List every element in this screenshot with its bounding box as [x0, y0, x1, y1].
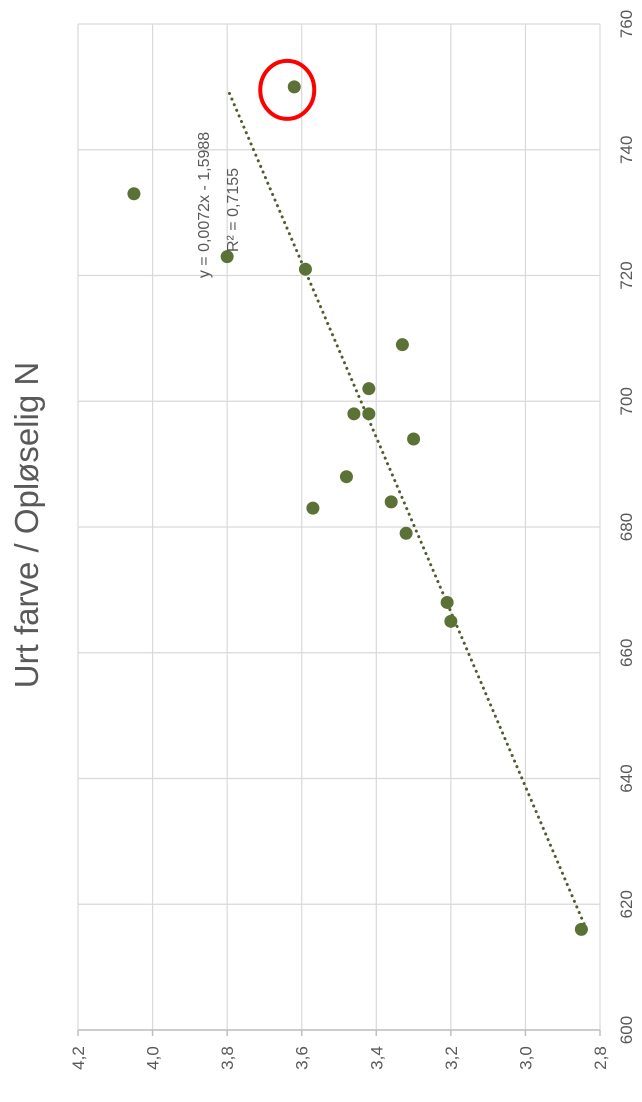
data-point: [399, 526, 413, 540]
data-point: [362, 382, 376, 396]
data-point: [444, 614, 458, 628]
grid-lines: [77, 23, 601, 1031]
x-tick-label: 760: [617, 10, 636, 38]
trendline: [227, 91, 588, 931]
chart-title: Urt farve / Opløselig N: [8, 362, 45, 688]
y-tick-label: 3,4: [367, 1046, 386, 1070]
x-tick-label: 660: [617, 639, 636, 667]
y-tick-label: 4,2: [69, 1046, 88, 1070]
tick-labels: 4,2 4,0 3,8 3,6 3,4 3,2 3,0 2,8 600 620 640 660 680 7…: [69, 10, 636, 1070]
x-tick-label: 700: [617, 387, 636, 415]
axes: [77, 1029, 601, 1036]
data-point: [347, 407, 361, 421]
y-tick-label: 4,0: [144, 1046, 163, 1070]
x-tick-label: 680: [617, 513, 636, 541]
data-point: [574, 922, 588, 936]
data-point: [287, 80, 301, 94]
data-point: [384, 495, 398, 509]
y-tick-label: 3,6: [293, 1046, 312, 1070]
data-point: [220, 250, 234, 264]
x-tick-label: 720: [617, 261, 636, 289]
trendline-equation-label: y = 0,0072x - 1,5988 R² = 0,7155: [196, 132, 242, 278]
data-point: [339, 470, 353, 484]
y-tick-label: 3,8: [218, 1046, 237, 1070]
data-point: [127, 187, 141, 201]
data-points: [127, 58, 588, 936]
y-tick-label: 3,2: [442, 1046, 461, 1070]
trendline-line: [227, 91, 588, 931]
y-tick-label: 2,8: [591, 1046, 610, 1070]
data-point: [395, 338, 409, 352]
x-tick-label: 640: [617, 764, 636, 792]
x-tick-label: 740: [617, 136, 636, 164]
x-tick-label: 600: [617, 1016, 636, 1044]
trendline-r-squared: R² = 0,7155: [225, 168, 242, 252]
data-point: [306, 501, 320, 515]
trendline-equation: y = 0,0072x - 1,5988: [196, 132, 213, 278]
data-point: [362, 407, 376, 421]
x-tick-label: 620: [617, 890, 636, 918]
data-point: [440, 595, 454, 609]
highlight-circle: [258, 58, 317, 121]
data-point: [407, 432, 421, 446]
data-point: [298, 262, 312, 276]
y-tick-label: 3,0: [516, 1046, 535, 1070]
